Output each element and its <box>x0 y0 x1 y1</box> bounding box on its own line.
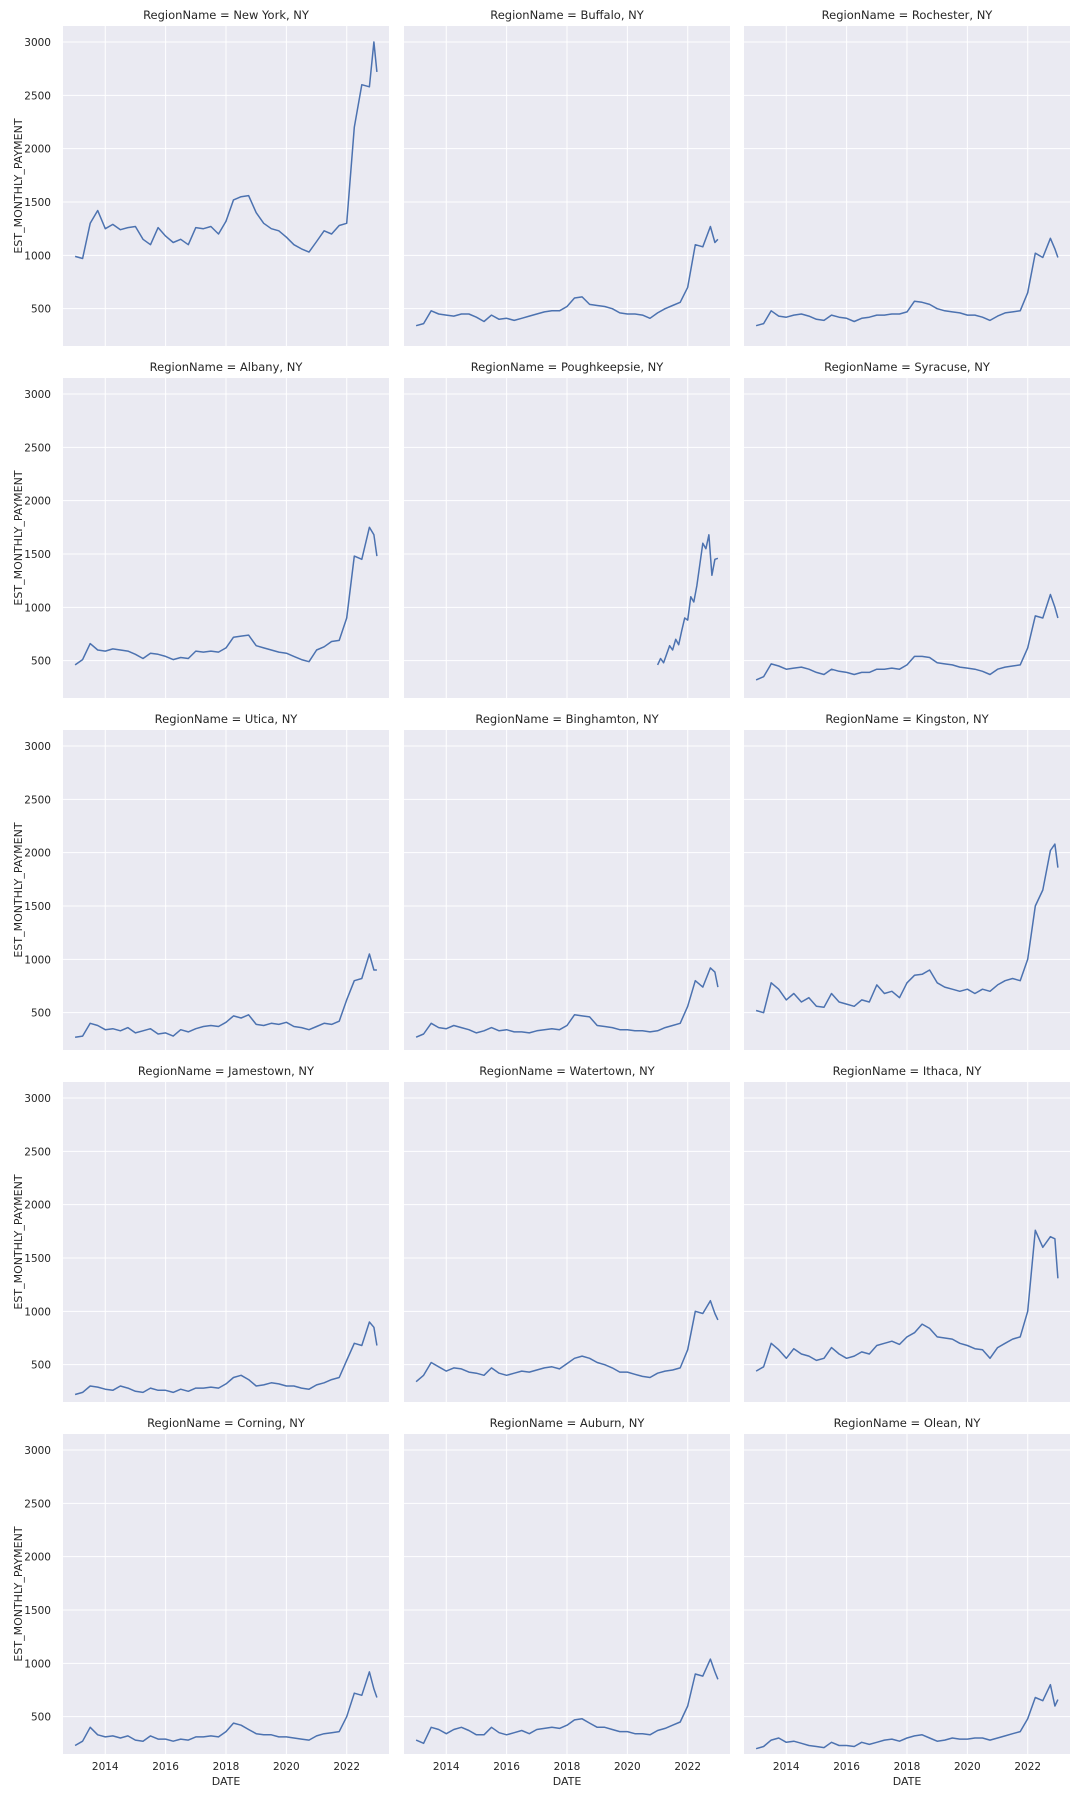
x-tick-label: 2016 <box>833 1761 860 1773</box>
series-line <box>415 1299 719 1383</box>
y-tick-label: 500 <box>31 1712 51 1724</box>
x-tick-label: 2020 <box>614 1761 641 1773</box>
y-tick-label: 3000 <box>24 741 51 753</box>
x-tick-label: 2022 <box>333 1761 360 1773</box>
y-axis-label: EST_MONTHLY_PAYMENT <box>12 1174 25 1309</box>
x-axis-label: DATE <box>212 1775 241 1788</box>
facet-panel: RegionName = Albany, NY 500 1000 1500 2000 25… <box>12 360 389 698</box>
x-tick-label: 2018 <box>213 1761 240 1773</box>
y-tick-label: 2500 <box>24 1146 51 1158</box>
series-line <box>415 967 719 1038</box>
series-line <box>755 593 1059 681</box>
panel-title: RegionName = Rochester, NY <box>822 8 994 22</box>
facet-panel: RegionName = Utica, NY 500 1000 1500 2000 250… <box>12 712 389 1050</box>
y-tick-label: 500 <box>31 1360 51 1372</box>
y-tick-label: 1500 <box>24 1253 51 1265</box>
x-tick-label: 2022 <box>674 1761 701 1773</box>
y-tick-label: 2000 <box>24 1200 51 1212</box>
y-tick-label: 2500 <box>24 1498 51 1510</box>
y-tick-label: 500 <box>31 304 51 316</box>
series-line <box>74 1321 378 1396</box>
y-tick-label: 500 <box>31 1008 51 1020</box>
x-tick-label: 2022 <box>1014 1761 1041 1773</box>
series-line <box>74 526 378 666</box>
facet-panel: RegionName = Corning, NY 500 1000 1500 2000 2… <box>12 1416 389 1788</box>
y-tick-label: 1500 <box>24 549 51 561</box>
facet-panel: RegionName = Watertown, NY <box>404 1064 730 1402</box>
x-tick-label: 2018 <box>894 1761 921 1773</box>
facet-panel: RegionName = Syracuse, NY <box>744 360 1070 698</box>
series-line <box>755 237 1059 327</box>
x-tick-label: 2014 <box>773 1761 800 1773</box>
series-line <box>74 1671 378 1747</box>
panel-title: RegionName = Buffalo, NY <box>490 8 645 22</box>
y-tick-label: 1500 <box>24 1605 51 1617</box>
panel-title: RegionName = Binghamton, NY <box>475 712 659 726</box>
facet-panel: RegionName = Rochester, NY <box>744 8 1070 346</box>
y-axis-label: EST_MONTHLY_PAYMENT <box>12 470 25 605</box>
facet-panel: RegionName = Auburn, NY 2014 2016 2018 2020 2… <box>404 1416 730 1788</box>
y-tick-label: 2000 <box>24 496 51 508</box>
series-line <box>755 1229 1059 1372</box>
y-axis-label: EST_MONTHLY_PAYMENT <box>12 118 25 253</box>
series-line <box>415 225 719 327</box>
y-tick-label: 1000 <box>24 1658 51 1670</box>
x-tick-label: 2018 <box>554 1761 581 1773</box>
series-line <box>755 843 1059 1014</box>
facet-panel: RegionName = Binghamton, NY <box>404 712 730 1050</box>
panel-title: RegionName = Kingston, NY <box>825 712 989 726</box>
y-tick-label: 2000 <box>24 144 51 156</box>
panel-title: RegionName = Corning, NY <box>147 1416 306 1430</box>
x-tick-label: 2020 <box>954 1761 981 1773</box>
series-line <box>74 41 378 260</box>
series-line <box>656 534 719 666</box>
x-tick-label: 2020 <box>273 1761 300 1773</box>
x-axis-label: DATE <box>893 1775 922 1788</box>
panel-title: RegionName = New York, NY <box>143 8 310 22</box>
series-line <box>755 1683 1059 1750</box>
y-tick-label: 3000 <box>24 1445 51 1457</box>
y-tick-label: 3000 <box>24 37 51 49</box>
facet-panel: RegionName = Buffalo, NY <box>404 8 730 346</box>
panel-title: RegionName = Jamestown, NY <box>138 1064 315 1078</box>
facet-panel: RegionName = Jamestown, NY 500 1000 1500 200… <box>12 1064 389 1402</box>
x-tick-label: 2016 <box>152 1761 179 1773</box>
panel-title: RegionName = Syracuse, NY <box>824 360 991 374</box>
y-tick-label: 1500 <box>24 901 51 913</box>
panel-title: RegionName = Poughkeepsie, NY <box>471 360 665 374</box>
facet-panel: RegionName = Poughkeepsie, NY <box>404 360 730 698</box>
y-tick-label: 2500 <box>24 442 51 454</box>
panel-title: RegionName = Watertown, NY <box>479 1064 655 1078</box>
facet-panel: RegionName = New York, NY 500 1000 1500 2000… <box>12 8 389 346</box>
panel-title: RegionName = Albany, NY <box>150 360 304 374</box>
y-tick-label: 1000 <box>24 954 51 966</box>
facet-panel: RegionName = Ithaca, NY <box>744 1064 1070 1402</box>
y-tick-label: 3000 <box>24 389 51 401</box>
panel-title: RegionName = Ithaca, NY <box>833 1064 983 1078</box>
facet-panel: RegionName = Kingston, NY <box>744 712 1070 1050</box>
facet-panel: RegionName = Olean, NY 2014 2016 2018 2020 20… <box>744 1416 1070 1788</box>
y-tick-label: 2000 <box>24 848 51 860</box>
series-line <box>415 1658 719 1745</box>
y-axis-label: EST_MONTHLY_PAYMENT <box>12 1526 25 1661</box>
y-axis-label: EST_MONTHLY_PAYMENT <box>12 822 25 957</box>
x-axis-label: DATE <box>553 1775 582 1788</box>
y-tick-label: 2000 <box>24 1552 51 1564</box>
y-tick-label: 2500 <box>24 90 51 102</box>
panel-title: RegionName = Olean, NY <box>834 1416 982 1430</box>
y-tick-label: 1000 <box>24 250 51 262</box>
panel-title: RegionName = Auburn, NY <box>490 1416 646 1430</box>
x-tick-label: 2014 <box>92 1761 119 1773</box>
y-tick-label: 500 <box>31 656 51 668</box>
panel-title: RegionName = Utica, NY <box>155 712 299 726</box>
x-tick-label: 2016 <box>493 1761 520 1773</box>
y-tick-label: 2500 <box>24 794 51 806</box>
y-tick-label: 1500 <box>24 197 51 209</box>
x-tick-label: 2014 <box>433 1761 460 1773</box>
y-tick-label: 1000 <box>24 602 51 614</box>
y-tick-label: 3000 <box>24 1093 51 1105</box>
y-tick-label: 1000 <box>24 1306 51 1318</box>
series-line <box>74 953 377 1038</box>
